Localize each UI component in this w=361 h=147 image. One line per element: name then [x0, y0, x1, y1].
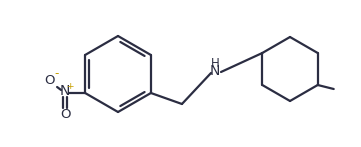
Text: O: O [60, 108, 70, 122]
Text: O: O [44, 74, 55, 86]
Text: N: N [210, 64, 220, 78]
Text: -: - [54, 67, 58, 81]
Text: N: N [60, 84, 70, 98]
Text: +: + [66, 81, 74, 91]
Text: H: H [210, 56, 219, 70]
